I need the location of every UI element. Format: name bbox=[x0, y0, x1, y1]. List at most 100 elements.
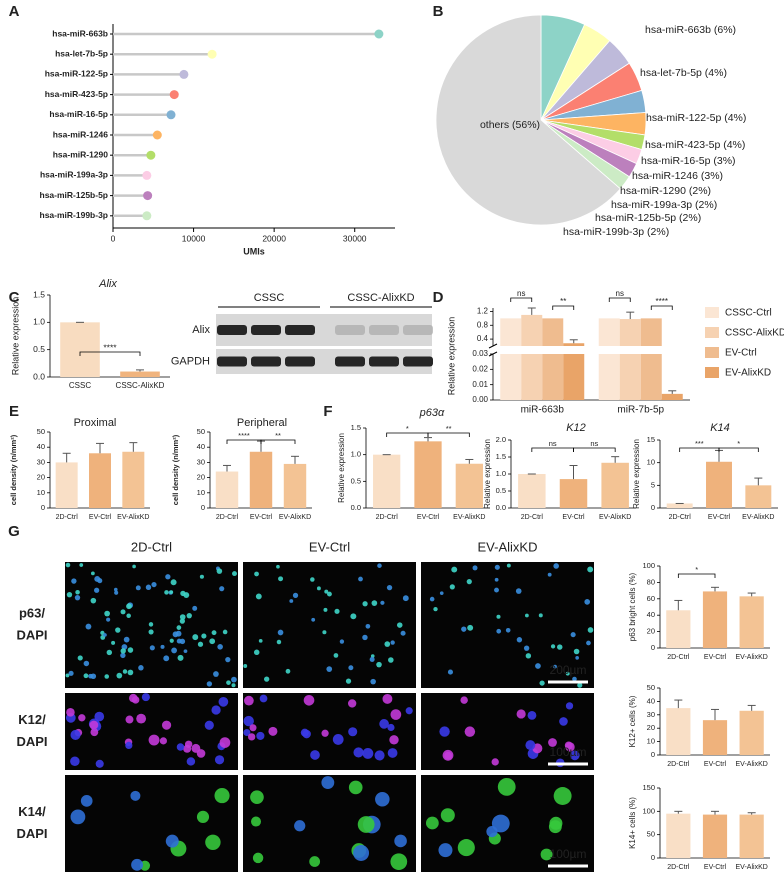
cell bbox=[564, 741, 573, 750]
cell bbox=[333, 653, 339, 658]
cell bbox=[276, 639, 282, 645]
cell bbox=[111, 640, 116, 645]
cell bbox=[539, 680, 545, 686]
significance-bracket bbox=[510, 297, 533, 302]
y-tick-label: 1.5 bbox=[351, 423, 361, 432]
cell bbox=[131, 858, 143, 871]
cell bbox=[231, 676, 237, 683]
blot-band bbox=[369, 356, 399, 367]
y-tick-label: 40 bbox=[647, 610, 655, 619]
chart-title: Alix bbox=[98, 278, 117, 290]
cell bbox=[294, 820, 306, 832]
cell bbox=[524, 613, 529, 618]
cell bbox=[125, 715, 134, 724]
blot-band bbox=[217, 356, 247, 367]
cell bbox=[376, 661, 382, 668]
cell bbox=[263, 676, 270, 682]
cell bbox=[548, 820, 562, 834]
cell bbox=[472, 565, 478, 571]
x-tick-label: EV-Ctrl bbox=[704, 864, 727, 871]
cell bbox=[151, 581, 157, 588]
chart-title: K14 bbox=[710, 422, 730, 434]
cell bbox=[461, 626, 467, 632]
cell bbox=[429, 596, 435, 602]
x-tick-label: EV-AlixKD bbox=[117, 514, 149, 521]
y-tick-label: hsa-miR-423-5p bbox=[45, 89, 108, 99]
cell bbox=[353, 747, 364, 758]
cell bbox=[332, 734, 344, 745]
cell bbox=[171, 647, 178, 654]
panel-label: A bbox=[9, 3, 20, 20]
cell bbox=[584, 599, 591, 605]
cell bbox=[506, 563, 511, 568]
cell bbox=[316, 586, 321, 591]
chart-title: Proximal bbox=[74, 417, 117, 429]
cell bbox=[127, 669, 134, 676]
cell bbox=[496, 614, 501, 619]
cell bbox=[375, 791, 390, 807]
bar bbox=[215, 471, 239, 508]
y-tick-label: hsa-miR-663b bbox=[52, 28, 108, 38]
lollipop-dot bbox=[146, 150, 156, 160]
cell bbox=[321, 729, 329, 737]
cell bbox=[339, 639, 345, 644]
significance-label: ** bbox=[275, 431, 281, 440]
cell bbox=[353, 845, 370, 861]
y-axis-label: Relative expression bbox=[446, 317, 456, 396]
y-tick-label: 50 bbox=[647, 683, 655, 692]
y-tick-label: 10 bbox=[647, 458, 655, 467]
x-tick-label: 2D-Ctrl bbox=[667, 761, 690, 768]
cell bbox=[379, 719, 389, 729]
cell bbox=[523, 645, 530, 651]
y-tick-label: 80 bbox=[647, 577, 655, 586]
cell bbox=[370, 678, 376, 685]
bar bbox=[563, 343, 585, 346]
bar bbox=[702, 720, 728, 755]
pie-label: others (56%) bbox=[480, 119, 540, 131]
cell bbox=[179, 618, 185, 624]
pie-label: hsa-miR-1290 (2%) bbox=[620, 185, 711, 197]
cell bbox=[345, 678, 352, 684]
cell bbox=[460, 696, 468, 704]
y-tick-label: 20 bbox=[647, 627, 655, 636]
cell bbox=[575, 656, 579, 660]
cell bbox=[348, 780, 363, 795]
y-tick-label: 30 bbox=[197, 457, 205, 466]
bar bbox=[542, 318, 564, 346]
x-tick-label: 2D-Ctrl bbox=[376, 514, 399, 521]
x-tick-label: EV-Ctrl bbox=[89, 514, 112, 521]
y-axis-label: K14+ cells (%) bbox=[628, 797, 637, 849]
cell bbox=[321, 776, 335, 789]
cell bbox=[402, 595, 409, 602]
cell bbox=[387, 723, 395, 732]
cell bbox=[211, 705, 221, 715]
cell bbox=[161, 720, 172, 730]
cell bbox=[491, 758, 499, 766]
y-tick-label: 50 bbox=[37, 427, 45, 436]
cell bbox=[587, 566, 594, 573]
cell bbox=[362, 601, 368, 607]
cell bbox=[106, 617, 111, 622]
legend-label: EV-AlixKD bbox=[725, 368, 771, 379]
y-tick-label: 1.0 bbox=[33, 317, 45, 327]
image-row-marker: p63/ bbox=[19, 605, 45, 620]
cell bbox=[115, 627, 121, 633]
y-tick-label: 20 bbox=[647, 723, 655, 732]
cell bbox=[433, 606, 438, 612]
cell bbox=[79, 563, 84, 567]
legend-label: CSSC-Ctrl bbox=[725, 308, 772, 319]
bar bbox=[666, 503, 693, 508]
y-tick-label: 1.0 bbox=[496, 469, 506, 478]
lollipop-dot bbox=[142, 170, 152, 180]
cell bbox=[71, 578, 77, 584]
cell bbox=[553, 664, 557, 669]
y-tick-label: 0 bbox=[651, 643, 655, 652]
bar bbox=[60, 322, 100, 377]
y-tick-label: 30 bbox=[37, 457, 45, 466]
cell bbox=[186, 757, 196, 766]
cell bbox=[192, 634, 199, 641]
bar bbox=[521, 314, 543, 346]
cell bbox=[310, 577, 315, 582]
cell bbox=[538, 613, 543, 618]
pie-label: hsa-miR-663b (6%) bbox=[645, 24, 736, 36]
